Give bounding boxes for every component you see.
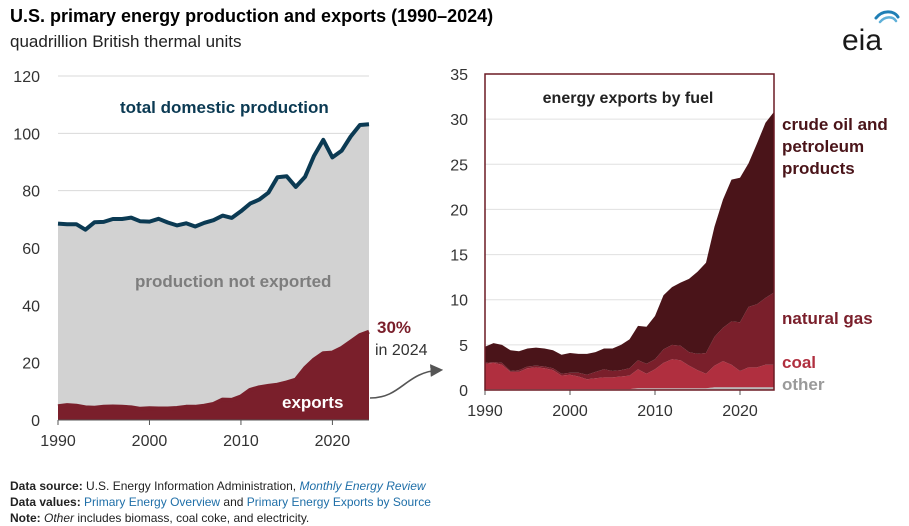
label-share-30: 30%	[377, 318, 411, 337]
eia-logo-text: eia	[842, 24, 882, 56]
exports-line	[57, 329, 370, 411]
label-coal: coal	[782, 353, 816, 372]
label-natural-gas: natural gas	[782, 309, 873, 328]
natural-gas-area	[485, 292, 774, 380]
label-crude-line3: products	[782, 159, 855, 178]
chart-title: U.S. primary energy production and expor…	[10, 6, 494, 26]
right-y-tick-label: 30	[450, 112, 468, 129]
connector-arrow	[369, 364, 444, 399]
label-total-production: total domestic production	[120, 98, 329, 117]
footer-note: Note: Other includes biomass, coal coke,…	[10, 511, 309, 525]
right-y-axis: 0 5 10 15 20 25 30 35	[450, 67, 468, 400]
left-y-tick-label: 120	[13, 69, 40, 86]
right-x-tick-label: 1990	[467, 403, 503, 420]
chart-subtitle: quadrillion British thermal units	[10, 32, 242, 51]
footer-note-other: Other	[44, 511, 75, 525]
left-y-tick-label: 20	[22, 356, 40, 373]
label-crude-line2: petroleum	[782, 137, 864, 156]
right-chart-title: energy exports by fuel	[543, 90, 714, 107]
left-y-tick-label: 0	[31, 413, 40, 430]
label-production-not-exported: production not exported	[135, 272, 331, 291]
total-production-line	[57, 122, 370, 232]
footer-values: Data values: Primary Energy Overview and…	[10, 495, 431, 509]
exports-area	[58, 331, 369, 420]
footer-source-label: Data source:	[10, 479, 83, 493]
label-share-note: in 2024	[375, 342, 428, 359]
right-y-tick-label: 10	[450, 293, 468, 310]
right-stacked-areas	[485, 111, 774, 391]
right-y-tick-label: 35	[450, 67, 468, 84]
footer-source-text: U.S. Energy Information Administration,	[86, 479, 297, 493]
footer-note-label: Note:	[10, 511, 41, 525]
footer-source-link[interactable]: Monthly Energy Review	[299, 479, 426, 493]
right-x-axis: 1990 2000 2010 2020	[467, 390, 758, 420]
crude-oil-area	[485, 111, 774, 375]
footer-values-link-exports[interactable]: Primary Energy Exports by Source	[246, 495, 431, 509]
right-y-tick-label: 5	[459, 338, 468, 355]
label-exports: exports	[282, 393, 343, 412]
label-other: other	[782, 375, 825, 394]
left-x-axis: 1990 2000 2010 2020	[40, 420, 350, 450]
left-y-tick-label: 100	[13, 126, 40, 143]
left-x-tick-label: 2020	[315, 433, 351, 450]
production-not-exported-area	[58, 124, 369, 420]
right-x-tick-label: 2000	[552, 403, 588, 420]
eia-logo-icon: eia	[842, 10, 900, 56]
left-x-tick-label: 1990	[40, 433, 76, 450]
left-y-tick-label: 60	[22, 241, 40, 258]
right-x-tick-label: 2010	[637, 403, 673, 420]
right-y-tick-label: 15	[450, 248, 468, 265]
footer-values-label: Data values:	[10, 495, 81, 509]
right-y-tick-label: 20	[450, 202, 468, 219]
right-x-tick-label: 2020	[722, 403, 758, 420]
footer-note-text: includes biomass, coal coke, and electri…	[77, 511, 310, 525]
footer-values-and: and	[223, 495, 244, 509]
coal-area	[485, 359, 774, 390]
left-y-tick-label: 40	[22, 298, 40, 315]
footer-values-link-overview[interactable]: Primary Energy Overview	[84, 495, 221, 509]
right-chart-frame	[484, 73, 775, 391]
left-y-axis: 0 20 40 60 80 100 120	[13, 69, 40, 430]
left-x-tick-label: 2000	[132, 433, 168, 450]
right-y-tick-label: 25	[450, 157, 468, 174]
right-y-tick-label: 0	[459, 383, 468, 400]
left-y-tick-label: 80	[22, 184, 40, 201]
footer-source: Data source: U.S. Energy Information Adm…	[10, 479, 426, 493]
left-x-tick-label: 2010	[223, 433, 259, 450]
label-crude-line1: crude oil and	[782, 115, 888, 134]
